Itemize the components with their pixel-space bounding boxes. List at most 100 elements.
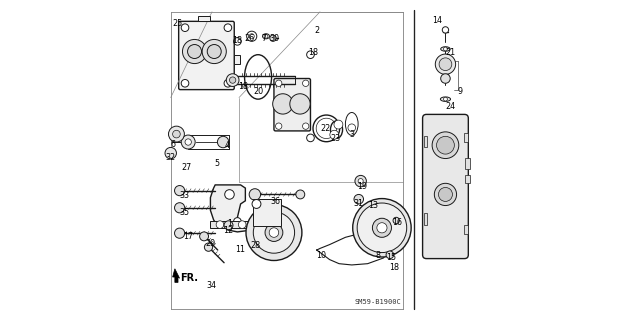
Circle shape: [444, 47, 447, 51]
Circle shape: [249, 189, 260, 200]
Text: 33: 33: [179, 190, 189, 200]
Circle shape: [372, 218, 392, 237]
Text: 30: 30: [270, 34, 280, 43]
Circle shape: [436, 136, 454, 154]
FancyBboxPatch shape: [179, 21, 234, 90]
Circle shape: [175, 203, 185, 213]
Text: 23: 23: [330, 134, 340, 143]
Circle shape: [353, 198, 411, 257]
Circle shape: [227, 74, 239, 86]
Text: 18: 18: [390, 263, 399, 272]
Text: 6: 6: [171, 140, 176, 149]
Text: 1: 1: [227, 219, 232, 227]
Text: SM59-B1900C: SM59-B1900C: [355, 299, 401, 305]
Bar: [234, 55, 240, 64]
Bar: [464, 225, 468, 234]
Bar: [424, 136, 427, 147]
Text: 8: 8: [375, 251, 380, 260]
Ellipse shape: [441, 47, 450, 51]
Circle shape: [439, 58, 452, 70]
Text: 19: 19: [358, 182, 367, 191]
Circle shape: [444, 97, 447, 101]
Circle shape: [238, 221, 246, 228]
Polygon shape: [173, 269, 180, 282]
Circle shape: [269, 228, 278, 237]
Circle shape: [253, 212, 294, 253]
Circle shape: [290, 94, 310, 114]
Circle shape: [224, 79, 232, 87]
Text: 5: 5: [214, 159, 220, 168]
Text: 31: 31: [354, 199, 364, 208]
Circle shape: [182, 40, 207, 63]
Circle shape: [435, 54, 456, 74]
Circle shape: [303, 123, 309, 129]
Text: 18: 18: [308, 48, 319, 57]
Circle shape: [252, 199, 261, 208]
Circle shape: [188, 45, 202, 58]
Circle shape: [207, 45, 221, 58]
Circle shape: [181, 135, 195, 149]
Circle shape: [334, 120, 343, 129]
Circle shape: [173, 130, 180, 138]
Circle shape: [246, 204, 302, 261]
Bar: [211, 221, 252, 228]
Text: 35: 35: [179, 208, 189, 217]
Circle shape: [181, 79, 189, 87]
Circle shape: [200, 232, 209, 241]
Text: 18: 18: [232, 36, 243, 45]
Circle shape: [202, 40, 227, 63]
Text: 17: 17: [183, 232, 193, 241]
Text: 21: 21: [445, 48, 455, 57]
Circle shape: [438, 188, 452, 201]
Text: 32: 32: [166, 153, 176, 162]
Circle shape: [354, 195, 364, 204]
Circle shape: [224, 24, 232, 32]
FancyBboxPatch shape: [274, 78, 310, 131]
Circle shape: [358, 179, 363, 184]
Circle shape: [264, 34, 268, 38]
FancyBboxPatch shape: [422, 115, 468, 259]
Circle shape: [273, 94, 293, 114]
Circle shape: [224, 221, 233, 230]
Circle shape: [265, 224, 283, 241]
Circle shape: [330, 130, 339, 139]
Text: 13: 13: [369, 201, 378, 210]
Circle shape: [386, 251, 394, 259]
Text: 16: 16: [392, 218, 402, 227]
Text: 29: 29: [205, 240, 216, 249]
Circle shape: [249, 34, 254, 39]
Text: 34: 34: [206, 281, 216, 290]
Text: 3: 3: [349, 130, 355, 138]
Circle shape: [225, 190, 234, 199]
Bar: [198, 16, 211, 21]
Text: 27: 27: [182, 163, 192, 172]
Bar: [465, 175, 470, 183]
Circle shape: [181, 24, 189, 32]
Circle shape: [252, 236, 262, 247]
Text: 7: 7: [262, 34, 267, 43]
Text: 12: 12: [223, 226, 234, 234]
Circle shape: [165, 147, 177, 159]
Circle shape: [393, 217, 399, 224]
Circle shape: [276, 80, 282, 86]
Circle shape: [175, 228, 185, 238]
Text: 14: 14: [432, 16, 442, 25]
Text: 15: 15: [386, 254, 396, 263]
Circle shape: [442, 27, 449, 33]
Circle shape: [441, 74, 450, 83]
Circle shape: [435, 183, 456, 205]
Circle shape: [296, 190, 305, 199]
Circle shape: [357, 203, 406, 253]
Text: 20: 20: [253, 87, 263, 96]
Circle shape: [276, 123, 282, 129]
Circle shape: [432, 132, 459, 159]
Text: 25: 25: [173, 19, 183, 28]
Text: 24: 24: [445, 102, 455, 111]
Polygon shape: [211, 185, 252, 232]
Text: 26: 26: [244, 34, 255, 43]
Text: 36: 36: [271, 197, 280, 206]
Circle shape: [230, 77, 236, 83]
Circle shape: [218, 136, 229, 148]
Text: 2: 2: [314, 26, 319, 35]
Bar: [464, 132, 468, 142]
